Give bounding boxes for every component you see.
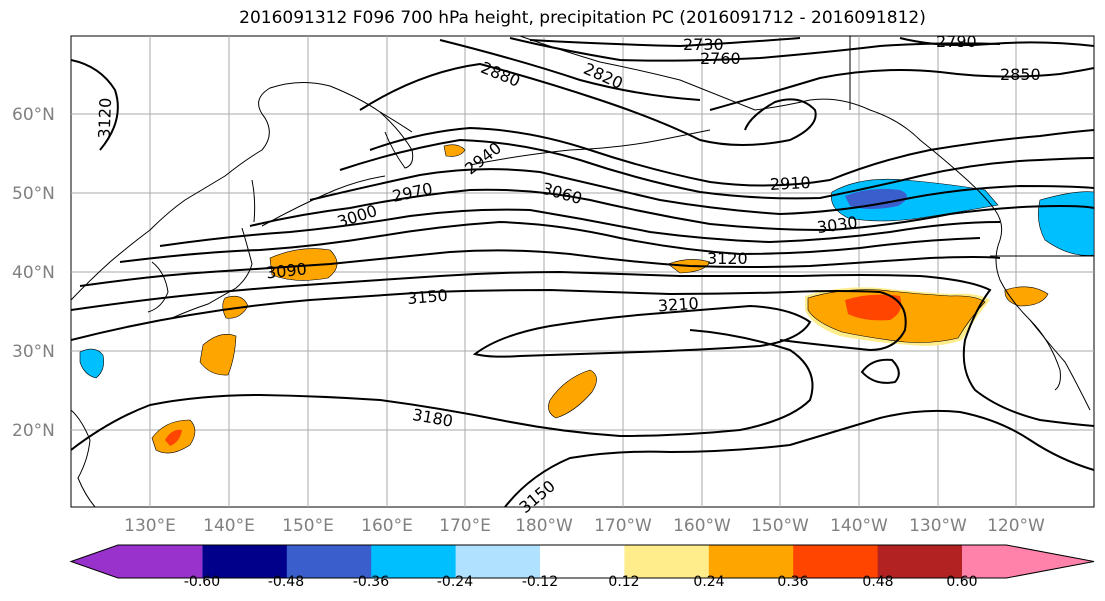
colorbar-tick-label: 0.48 — [862, 574, 893, 590]
colorbar-tick-label: -0.60 — [184, 574, 220, 590]
coastline-kamchatka — [379, 111, 414, 169]
contour-label: 2850 — [1000, 65, 1041, 84]
contour-3120-main — [71, 270, 1094, 427]
contour-3210-small — [860, 358, 900, 384]
colorbar-segment — [540, 545, 625, 578]
precip-blue-okinawa — [79, 348, 104, 379]
coastline-alaska — [519, 36, 1003, 241]
contour-2820 — [439, 39, 701, 101]
precip-shading — [79, 144, 1094, 454]
latitude-labels: 60°N 50°N 40°N 30°N 20°N — [12, 105, 55, 441]
lat-label-30n: 30°N — [12, 342, 55, 362]
contour-2910 — [369, 126, 1094, 187]
contour-2790 — [899, 37, 1094, 47]
contour-2940 — [339, 138, 1094, 200]
colorbar-segment — [371, 545, 457, 578]
lon-label-170w: 170°W — [594, 516, 652, 536]
coastlines — [71, 36, 1094, 507]
lon-label-170e: 170°E — [439, 516, 491, 536]
contour-3120-west — [71, 59, 119, 151]
lon-label-130w: 130°W — [909, 516, 967, 536]
contour-2760 — [509, 37, 1001, 62]
lat-label-20n: 20°N — [12, 421, 55, 441]
colorbar-segment — [624, 545, 710, 578]
colorbar-segment — [962, 545, 1094, 578]
colorbar-tick-label: 0.60 — [946, 574, 977, 590]
height-contours — [71, 37, 1094, 507]
lon-label-150e: 150°E — [282, 516, 334, 536]
colorbar-outline — [69, 544, 1095, 579]
coastline-baja — [1029, 319, 1061, 391]
colorbar-segment — [455, 545, 541, 578]
lat-label-40n: 40°N — [12, 263, 55, 283]
contour-labels: 2730 2760 2820 2790 2850 2880 2940 2910 … — [95, 32, 1041, 517]
precip-red-philippine — [165, 429, 182, 446]
precip-orange-kamchatka — [443, 144, 466, 157]
colorbar-segment — [71, 545, 203, 578]
colorbar-tick-label: 0.36 — [777, 574, 808, 590]
map-title: 2016091312 F096 700 hPa height, precipit… — [239, 8, 926, 28]
contour-label: 2760 — [700, 49, 741, 68]
contour-2880 — [359, 62, 817, 146]
coastline-taiwan-philippines — [71, 409, 96, 507]
contour-3150 — [71, 288, 907, 352]
contour-3150-south — [504, 409, 1094, 507]
contour-3210 — [472, 304, 812, 358]
contour-label: 2910 — [769, 173, 811, 194]
lon-label-130e: 130°E — [124, 516, 176, 536]
lon-label-140w: 140°W — [830, 516, 888, 536]
contour-label: 3090 — [265, 259, 307, 282]
colorbar — [69, 544, 1095, 579]
lat-label-60n: 60°N — [12, 105, 55, 125]
contour-3180 — [71, 329, 814, 451]
contour-3030 — [159, 208, 1001, 247]
lon-label-160e: 160°E — [361, 516, 413, 536]
colorbar-tick-label: -0.36 — [353, 574, 389, 590]
contour-3090 — [79, 249, 1001, 287]
colorbar-segment — [286, 545, 372, 578]
colorbar-tick-label: -0.24 — [437, 574, 473, 590]
colorbar-segment — [793, 545, 879, 578]
contour-label: 3120 — [707, 249, 748, 268]
precip-blue-pacific-nw — [1038, 191, 1094, 256]
contour-label: 3120 — [95, 97, 115, 138]
coastline-japan — [171, 227, 253, 319]
colorbar-tick-label: 0.12 — [608, 574, 639, 590]
coastline-asia — [71, 82, 413, 301]
colorbar-segment — [877, 545, 963, 578]
colorbar-tick-label: -0.48 — [268, 574, 304, 590]
precip-orange-japan — [269, 248, 338, 281]
coastline-sakhalin — [251, 179, 256, 223]
contour-3060 — [119, 220, 981, 263]
lon-label-140e: 140°E — [203, 516, 255, 536]
precip-darkblue-gulf-alaska — [845, 188, 908, 209]
colorbar-segment — [202, 545, 288, 578]
precip-red-east-pacific — [845, 294, 902, 321]
lon-label-180w: 180°W — [515, 516, 573, 536]
precip-orange-ryukyu — [199, 334, 237, 376]
lon-label-120w: 120°W — [987, 516, 1045, 536]
contour-2970 — [309, 168, 1094, 216]
contour-label: 3210 — [657, 294, 699, 316]
longitude-labels: 130°E 140°E 150°E 160°E 170°E 180°W 170°… — [124, 516, 1045, 536]
lat-label-50n: 50°N — [12, 184, 55, 204]
colorbar-tick-labels: -0.60 -0.48 -0.36 -0.24 -0.12 0.12 0.24 … — [184, 574, 978, 590]
colorbar-segment — [708, 545, 794, 578]
contour-label: 2730 — [683, 35, 724, 54]
precip-orange-california — [1004, 286, 1049, 307]
coastline-kuril-aleutian — [261, 129, 711, 227]
colorbar-tick-label: 0.24 — [693, 574, 724, 590]
lon-label-150w: 150°W — [751, 516, 809, 536]
contour-label: 2790 — [936, 32, 977, 51]
contour-2730 — [529, 37, 801, 48]
precip-orange-hawaii-nw — [548, 369, 597, 419]
contour-label: 3150 — [406, 286, 448, 308]
contour-2850 — [709, 67, 1094, 111]
coastline-korea — [147, 261, 169, 313]
lon-label-160w: 160°W — [673, 516, 731, 536]
contour-3000 — [249, 188, 1094, 232]
colorbar-tick-label: -0.12 — [522, 574, 558, 590]
